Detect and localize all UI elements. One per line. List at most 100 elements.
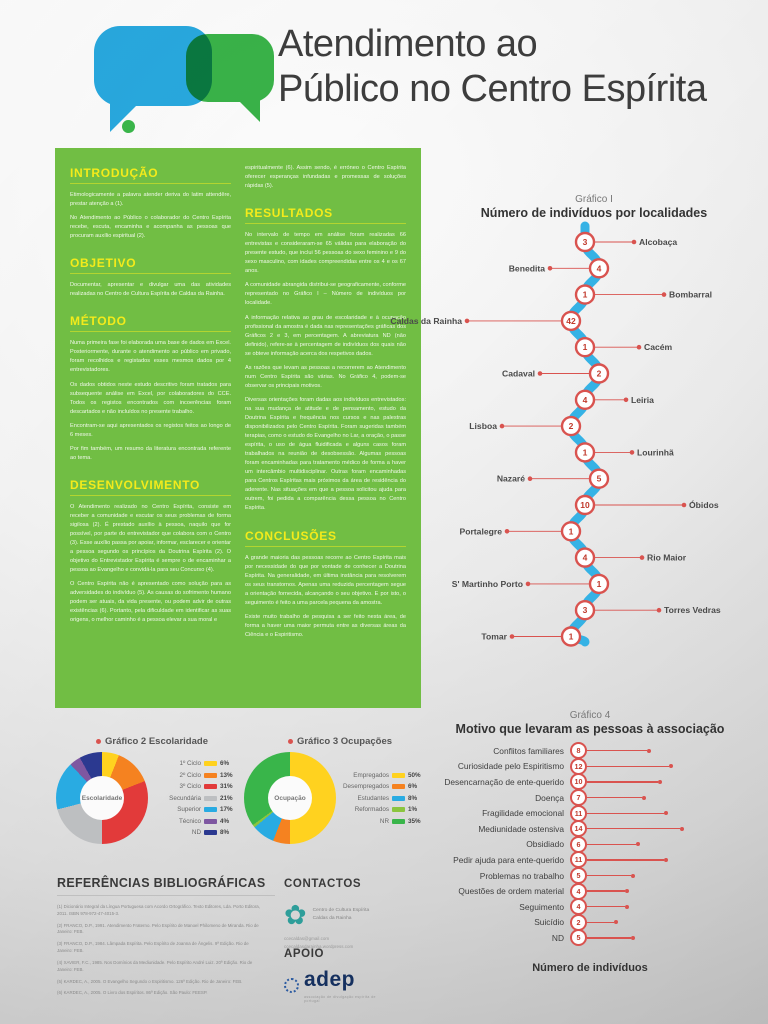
g1-node-circle: [574, 231, 596, 253]
g4-stem-line: [587, 859, 664, 861]
grafico2-title: Gráfico 2 Escolaridade: [105, 736, 208, 747]
g4-value-circle: 5: [570, 929, 587, 947]
g1-label-dot: [656, 607, 662, 613]
g1-node-value: 1: [597, 579, 602, 589]
legend-label: NR: [379, 817, 389, 825]
references-section: REFERÊNCIAS BIBLIOGRÁFICAS (1) Dicionári…: [57, 876, 275, 1002]
g4-stem-line: [587, 828, 680, 830]
abstract-paragraph: A grande maioria das pessoas recorre ao …: [245, 554, 406, 606]
g1-label-dot: [661, 292, 667, 297]
g4-row: Doença 7: [412, 789, 768, 807]
g4-motive-label: Conflitos familiares: [493, 745, 564, 756]
legend-value: 50%: [408, 771, 421, 779]
g4-stem-line: [587, 843, 636, 845]
page-title: Atendimento ao Público no Centro Espírit…: [278, 22, 707, 112]
g4-row: Problemas no trabalho 5: [412, 867, 768, 885]
legend-value: 21%: [220, 794, 233, 802]
g4-stem-line: [587, 921, 614, 923]
abstract-section-heading: CONCLUSÕES: [245, 529, 406, 547]
g1-node-circle: [588, 363, 610, 384]
g4-motive-label: Seguimento: [519, 901, 564, 912]
g1-node-value: 10: [580, 500, 590, 510]
reference-entry: (2) FRANCO, D.P., 1991. Atendimento Frat…: [57, 922, 259, 935]
grafico3-title-row: Gráfico 3 Ocupações: [244, 736, 436, 747]
abstract-paragraph: Diversas orientações foram dadas aos ind…: [245, 396, 406, 512]
g4-value-circle: 2: [570, 913, 587, 931]
g4-end-dot: [630, 873, 635, 878]
reference-entry: (6) KARDEC, A., 2005. O Livro dos Espíri…: [57, 990, 208, 996]
g4-motive-label: Pedir ajuda para ente-querido: [453, 854, 564, 865]
legend-row: Estudantes 8%: [343, 792, 436, 804]
g1-locality-label: Caldas da Rainha: [390, 316, 462, 326]
grafico1-section: Gráfico I Número de indivíduos por local…: [390, 194, 768, 647]
g1-node-value: 3: [583, 237, 588, 247]
contact-website[interactable]: ccecaldasdarainha.wordpress.com: [284, 944, 354, 950]
g4-value-circle: 7: [570, 789, 587, 807]
grafico4-rows: Conflitos familiares 8 Curiosidade pelo Es…: [412, 742, 768, 947]
grafico2-body: Escolaridade 1º Ciclo 6% 2º Ciclo 13% 3º Cic…: [56, 752, 248, 844]
g1-node-circle: [588, 573, 610, 595]
g1-locality-label: S' Martinho Porto: [452, 579, 523, 589]
legend-row: Secundária 21%: [155, 792, 248, 804]
legend-color-chip-icon: [392, 807, 405, 812]
legend-row: Técnico 4%: [155, 815, 248, 827]
grafico2-donut-chart: Escolaridade: [56, 752, 148, 844]
g1-locality-label: Benedita: [509, 263, 546, 273]
g1-node-value: 4: [583, 553, 588, 563]
g4-end-dot: [625, 889, 629, 894]
g1-label-dot: [499, 423, 505, 429]
g1-node-value: 2: [569, 421, 574, 431]
g1-label-dot: [537, 371, 543, 376]
legend-color-chip-icon: [204, 772, 217, 778]
apoio-heading: APOIO: [284, 948, 325, 960]
g4-end-dot: [669, 764, 673, 769]
flower-logo-icon: ✿: [284, 900, 307, 930]
g4-row: Suicídio 2: [412, 913, 768, 931]
g4-value-circle: 5: [570, 867, 587, 885]
g1-locality-label: Bombarral: [669, 290, 712, 300]
abstract-section-heading: MÉTODO: [70, 314, 231, 333]
g4-end-dot: [636, 842, 640, 847]
g4-stem-line: [587, 812, 664, 814]
g1-label-dot: [629, 450, 635, 455]
abstract-paragraph: Encontram-se aqui apresentados os regist…: [70, 422, 231, 438]
g4-end-dot: [641, 795, 646, 800]
legend-value: 4%: [220, 817, 230, 825]
abstract-paragraph: O Atendimento realizado no Centro Espíri…: [70, 503, 231, 574]
legend-row: Empregados 50%: [343, 769, 436, 781]
g1-locality-label: Rio Maior: [647, 553, 687, 563]
g1-locality-label: Nazaré: [497, 474, 525, 484]
g4-value-circle: 4: [570, 882, 587, 900]
g1-node-value: 4: [597, 263, 602, 273]
legend-value: 17%: [220, 806, 233, 813]
legend-color-chip-icon: [392, 818, 405, 824]
abstract-paragraph: Por fim também, um resumo da literatura …: [70, 445, 231, 461]
grafico4-title: Gráfico 4: [569, 710, 611, 721]
legend-color-chip-icon: [204, 830, 217, 835]
g4-stem-line: [587, 796, 642, 799]
g4-value-circle: 8: [570, 742, 587, 760]
abstract-section-heading: RESULTADOS: [245, 206, 406, 225]
g1-node-circle: [560, 310, 582, 332]
g4-motive-label: Mediunidade ostensiva: [478, 823, 564, 834]
legend-label: Estudantes: [357, 794, 389, 802]
contact-email[interactable]: ccecaldas@gmail.com: [284, 936, 330, 941]
g1-node-value: 1: [583, 290, 588, 300]
legend-label: 3º Ciclo: [179, 783, 201, 790]
legend-label: Secundária: [169, 794, 201, 802]
g1-node-value: 5: [597, 474, 602, 484]
g4-value-circle: 11: [570, 851, 587, 869]
legend-value: 6%: [408, 783, 418, 790]
legend-row: NR 35%: [343, 815, 436, 827]
legend-label: Desempregados: [343, 783, 390, 790]
g1-node-value: 1: [583, 447, 588, 457]
apoio-section: APOIO adep associação de divulgação espí…: [284, 948, 444, 1003]
g1-node-circle: [574, 600, 596, 621]
legend-row: 2º Ciclo 13%: [155, 769, 248, 781]
reference-entry: (3) FRANCO, D.P., 1984. Lâmpada Espírita…: [57, 941, 249, 954]
legend-value: 35%: [408, 817, 421, 825]
g4-row: Fragilidade emocional 11: [412, 804, 768, 822]
g4-stem-line: [587, 890, 625, 892]
abstract-column-2: espiritualmente (6). Assim sendo, é erró…: [245, 164, 406, 692]
legend-color-chip-icon: [392, 784, 405, 789]
